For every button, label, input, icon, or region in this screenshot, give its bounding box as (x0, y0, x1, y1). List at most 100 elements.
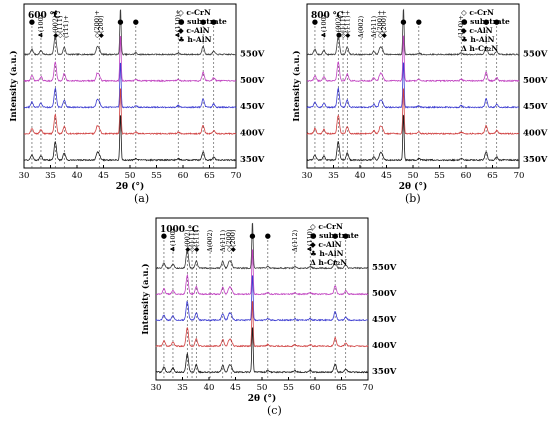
temperature-label: 800 ℃ (311, 11, 344, 21)
peak-annotation: Δ(002) (206, 229, 214, 252)
series-line-550V (155, 222, 369, 270)
x-tick-label: 30 (19, 171, 30, 181)
series-label-400V: 400V (240, 129, 265, 139)
series-line-450V (306, 61, 520, 109)
series-line-400V (23, 88, 237, 136)
peak-marker: ● (200, 18, 206, 26)
x-tick-label: 30 (302, 171, 313, 181)
series-line-400V (306, 87, 520, 136)
legend-entry: ◆ c-AlN (178, 26, 210, 35)
peak-marker: ● (343, 232, 349, 240)
x-tick-label: 70 (231, 171, 242, 181)
series-label-350V: 350V (372, 367, 397, 377)
peak-marker: ● (249, 232, 255, 240)
peak-marker: ● (312, 18, 318, 26)
peak-marker: ● (211, 18, 217, 26)
x-tick-label: 50 (408, 171, 419, 181)
panel-a-caption: (a) (134, 192, 150, 205)
peak-annotation: ◆(002) (183, 229, 191, 252)
series-label-550V: 550V (240, 49, 265, 59)
x-tick-label: 50 (125, 171, 136, 181)
x-tick-label: 45 (381, 171, 392, 181)
peak-annotation: ◆(200)+ (380, 10, 388, 38)
peak-annotation: ♣(110) (306, 228, 314, 252)
x-tick-label: 60 (310, 383, 321, 393)
x-tick-label: 30 (151, 383, 162, 393)
peak-annotation: ◆(200) (97, 15, 105, 38)
legend-entry: ◆ c-AlN (310, 240, 342, 249)
x-tick-label: 40 (204, 383, 215, 393)
series-line-350V (155, 326, 369, 374)
series-line-550V (306, 8, 520, 56)
peak-annotation: Δ(111) (219, 229, 227, 252)
peak-annotation: ◆(111)+ (343, 10, 351, 38)
series-label-400V: 400V (523, 129, 548, 139)
legend-entry: ◆ c-AlN (461, 26, 493, 35)
legend-entry: ◇ c-CrN (178, 8, 211, 17)
series-line-350V (23, 115, 237, 162)
peak-annotation: ◇(111) (188, 229, 196, 252)
peak-marker: ● (332, 232, 338, 240)
peak-marker: ● (265, 232, 271, 240)
x-axis-label: 2θ (°) (399, 181, 427, 192)
legend-entry: ● substrate (178, 17, 227, 26)
peak-annotation: (110)+ (457, 15, 465, 38)
x-tick-label: 45 (98, 171, 109, 181)
series-label-550V: 550V (372, 263, 397, 273)
legend-entry: ♣ h-AlN (178, 35, 212, 44)
x-tick-label: 60 (461, 171, 472, 181)
peak-annotation: ◇(200)+ (376, 10, 384, 38)
peak-annotation: ♣(110)+ (174, 9, 182, 38)
peak-marker: ● (29, 18, 35, 26)
peak-annotation: ♣(100) (320, 14, 328, 38)
x-tick-label: 65 (336, 383, 347, 393)
x-tick-label: 70 (514, 171, 525, 181)
peak-marker: ● (161, 232, 167, 240)
y-axis-label: Intensity (a.u.) (140, 263, 151, 334)
peak-annotation: ♣(100) (169, 228, 177, 252)
temperature-label: 1000 ℃ (160, 225, 199, 235)
x-tick-label: 40 (355, 171, 366, 181)
legend-entry: ◇ c-CrN (461, 8, 494, 17)
legend-entry: ♣ h-AlN (310, 249, 344, 258)
series-line-450V (23, 62, 237, 109)
peak-annotation: Δ(002) (357, 15, 365, 38)
x-tick-label: 55 (283, 383, 294, 393)
peak-annotation: ◆(002)♣ (51, 10, 59, 38)
x-tick-label: 55 (151, 171, 162, 181)
peak-annotation: ◇(111)+ (339, 10, 347, 38)
panel-b-caption: (b) (405, 192, 421, 205)
series-label-450V: 450V (372, 315, 397, 325)
chart-panel-b: 30 35 40 45 50 55 60 65 70 2θ (°) Intensity (a.u.)… (291, 3, 548, 192)
legend-entry: ● substrate (310, 231, 359, 240)
legend-entry: ♣ h-AlN (461, 35, 495, 44)
chart-panel-a: 30 35 40 45 50 55 60 65 70 2θ (°) Intensity (a.u.)… (8, 3, 265, 192)
x-axis-label: 2θ (°) (248, 393, 276, 404)
peak-annotation: Δ(112) (291, 229, 299, 252)
series-line-500V (306, 34, 520, 83)
peak-annotation: ●(002) (334, 14, 342, 38)
series-label-500V: 500V (240, 76, 265, 86)
x-tick-label: 60 (178, 171, 189, 181)
x-tick-label: 70 (363, 383, 374, 393)
legend-entry: ◇ c-CrN (310, 222, 343, 231)
peak-marker: ● (133, 18, 139, 26)
series-label-350V: 350V (240, 155, 265, 165)
peak-annotation: (111)+ (62, 15, 70, 38)
peak-annotation: ◆(111) (192, 229, 200, 252)
legend-entry: Δ h-Cr₂N (461, 44, 498, 53)
series-label-450V: 450V (523, 102, 548, 112)
panel-c-caption: (c) (267, 404, 282, 417)
x-tick-label: 50 (257, 383, 268, 393)
x-tick-label: 65 (204, 171, 215, 181)
y-axis-label: Intensity (a.u.) (8, 50, 19, 121)
series-line-550V (23, 9, 237, 57)
series-label-350V: 350V (523, 155, 548, 165)
x-tick-label: 35 (45, 171, 56, 181)
series-line-350V (306, 114, 520, 162)
temperature-label: 600 ℃ (28, 11, 61, 21)
peak-marker: ● (483, 18, 489, 26)
series-label-550V: 550V (523, 49, 548, 59)
legend-entry: ● substrate (461, 17, 510, 26)
